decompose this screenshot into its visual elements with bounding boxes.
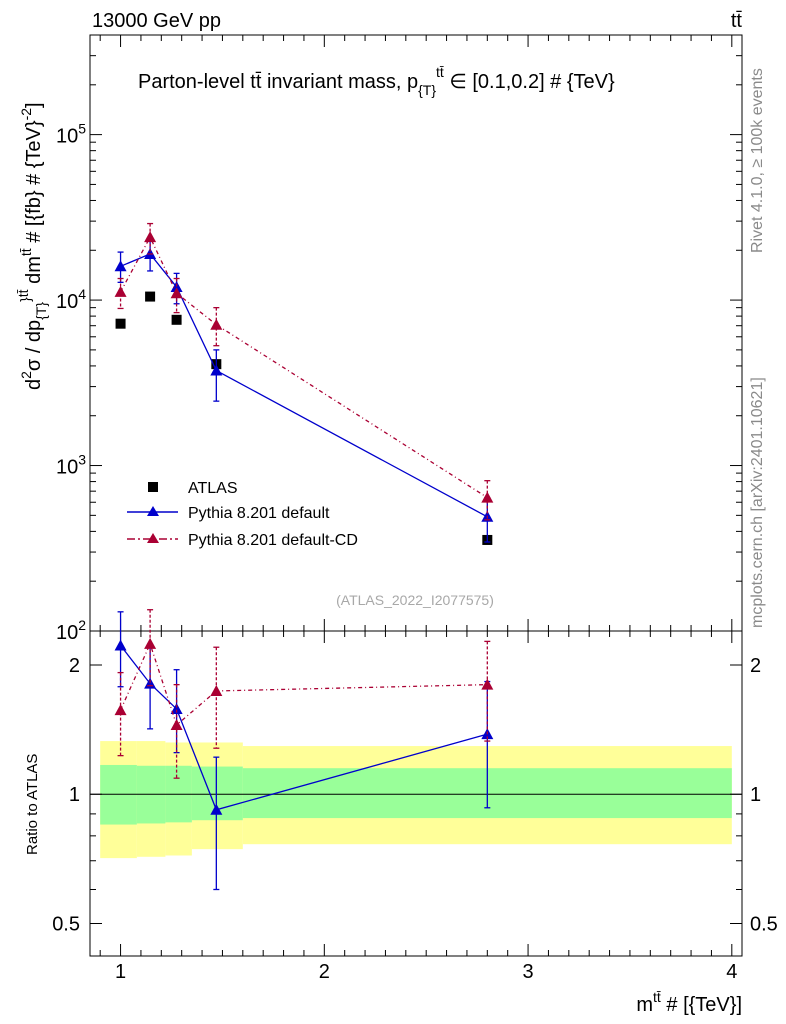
ratio-point-pythia-8-201-default-cd — [481, 678, 494, 690]
data-point-pythia-8-201-default — [210, 364, 223, 376]
x-tick-label: 1 — [115, 961, 126, 983]
plot-title: Parton-level tt̄ invariant mass, p{T}tt̄… — [138, 64, 615, 98]
plot-title-tail: ∈ [0.1,0.2] # {TeV} — [444, 71, 615, 93]
ratio-point-pythia-8-201-default-cd — [170, 718, 183, 730]
ratio-y-tick-label-left: 1 — [69, 784, 80, 806]
ratio-panel-frame — [89, 630, 743, 957]
ratio-y-axis-label: Ratio to ATLAS — [24, 754, 41, 855]
legend-entry-pythia-default: Pythia 8.201 default — [127, 505, 330, 522]
ratio-uncertainty-bands — [90, 741, 742, 859]
x-axis-label: mtt̄ # [{TeV}] — [636, 989, 742, 1016]
x-tick-label: 2 — [319, 961, 330, 983]
ratio-point-pythia-8-201-default — [144, 677, 157, 689]
ratio-point-pythia-8-201-default — [210, 803, 223, 815]
main-axis-ticks: 102 103 104 105 — [56, 34, 742, 644]
data-point-atlas — [171, 314, 182, 325]
data-point-pythia-8-201-default-cd — [170, 287, 183, 299]
mcplots-label: mcplots.cern.ch [arXiv:2401.10621] — [749, 377, 766, 628]
y-tick-label: 105 — [56, 121, 86, 148]
analysis-watermark: (ATLAS_2022_I2077575) — [336, 592, 494, 608]
ratio-point-pythia-8-201-default-cd — [210, 684, 223, 696]
ratio-y-tick-label-right: 2 — [750, 655, 761, 677]
inner-band-bin-0 — [100, 764, 137, 825]
ratio-point-pythia-8-201-default — [170, 702, 183, 714]
legend-entry-pythia-cd: Pythia 8.201 default-CD — [127, 532, 358, 549]
x-tick-label: 4 — [726, 961, 737, 983]
y-tick-label: 103 — [56, 452, 86, 479]
rivet-version-label: Rivet 4.1.0, ≥ 100k events — [749, 68, 766, 253]
data-point-pythia-8-201-default — [114, 260, 127, 272]
legend-entry-atlas: ATLAS — [148, 480, 238, 497]
ratio-y-tick-label-right: 0.5 — [750, 913, 778, 935]
data-point-pythia-8-201-default-cd — [114, 285, 127, 297]
ratio-point-pythia-8-201-default-cd — [144, 637, 157, 649]
legend: ATLAS Pythia 8.201 default Pythia 8.201 … — [127, 480, 358, 549]
main-series — [114, 222, 494, 545]
legend-pythia-default-marker — [147, 506, 159, 516]
series-line-pythia-8-201-default-cd — [119, 235, 488, 499]
ratio-point-pythia-8-201-default-cd — [114, 704, 127, 716]
process-label: tt̄ — [731, 10, 743, 32]
legend-pythia-default-label: Pythia 8.201 default — [188, 505, 330, 522]
ratio-series — [114, 609, 494, 891]
ratio-y-tick-label-left: 0.5 — [52, 913, 80, 935]
ratio-panel: 1 2 3 4 0.5 0.5 1 1 2 2 Ratio to ATLAS — [24, 609, 778, 983]
y-axis-label: d2σ / dp{T}}tt̄ dmtt̄ # [{fb} # {TeV}-2] — [15, 102, 49, 390]
legend-atlas-marker — [148, 482, 158, 492]
x-tick-label: 3 — [523, 961, 534, 983]
data-point-pythia-8-201-default-cd — [481, 491, 494, 503]
main-panel: 102 103 104 105 Parton-level tt̄ invariant … — [15, 34, 743, 644]
data-point-pythia-8-201-default-cd — [144, 231, 157, 243]
data-point-pythia-8-201-default-cd — [210, 318, 223, 330]
ratio-y-tick-label-right: 1 — [750, 784, 761, 806]
data-point-atlas — [115, 318, 126, 329]
plot-title-sub: {T} — [418, 82, 436, 98]
y-tick-label: 102 — [56, 617, 86, 644]
data-point-atlas — [145, 291, 156, 302]
legend-pythia-cd-label: Pythia 8.201 default-CD — [188, 532, 358, 549]
ratio-axis-ticks: 1 2 3 4 0.5 0.5 1 1 2 2 — [52, 631, 778, 983]
ratio-point-pythia-8-201-default — [114, 639, 127, 651]
plot-title-main: Parton-level tt̄ invariant mass, p — [138, 71, 418, 93]
legend-pythia-cd-marker — [147, 533, 159, 543]
y-tick-label: 104 — [56, 286, 86, 313]
energy-label: 13000 GeV pp — [92, 10, 221, 32]
plot-title-sup: tt̄ — [436, 64, 444, 80]
legend-atlas-label: ATLAS — [188, 480, 238, 497]
ratio-y-tick-label-left: 2 — [69, 655, 80, 677]
